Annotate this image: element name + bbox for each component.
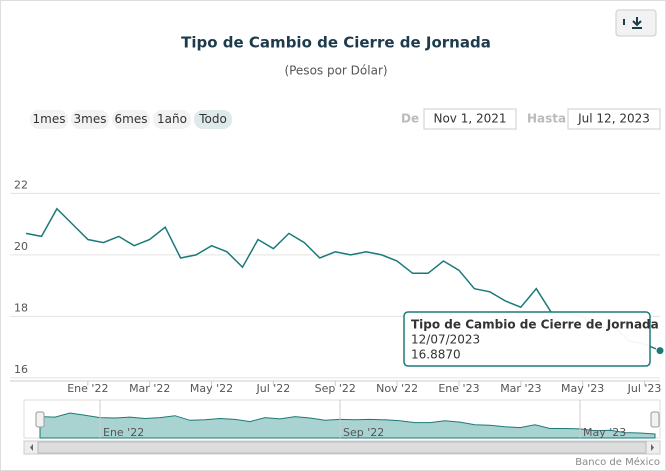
export-button[interactable] [615,9,657,37]
navigator-label: May '23 [583,426,626,439]
to-label: Hasta [527,112,566,126]
range-button[interactable] [153,110,191,129]
range-button-label[interactable]: 1año [157,112,187,126]
range-button-label[interactable]: 6mes [115,112,148,126]
range-button[interactable] [112,110,150,129]
x-tick-label: Mar '23 [500,382,541,395]
scroll-left[interactable] [30,444,33,451]
x-tick-label: Jul '22 [256,382,291,395]
range-button-label[interactable]: Todo [198,112,227,126]
to-value[interactable]: Jul 12, 2023 [577,112,650,126]
x-tick-label: Ene '22 [67,382,108,395]
credits: Banco de México [575,456,660,468]
range-button-label[interactable]: 1mes [33,112,66,126]
range-button[interactable] [194,110,232,129]
x-tick-label: Mar '22 [129,382,170,395]
from-label: De [401,112,419,126]
x-tick-label: Jul '23 [627,382,662,395]
x-tick-label: Sep '22 [315,382,356,395]
navigator-handle[interactable] [650,411,660,428]
chart-subtitle: (Pesos por Dólar) [284,64,387,78]
y-tick-label: 22 [14,178,28,191]
tooltip-box [403,311,651,367]
navigator-label: Sep '22 [343,426,384,439]
tooltip-date: 12/07/2023 [411,333,480,347]
to-input[interactable] [567,108,661,130]
x-tick-label: May '23 [561,382,604,395]
x-tick-label: Ene '23 [438,382,479,395]
scrollbar-thumb[interactable] [37,441,647,454]
x-tick-label: May '22 [190,382,233,395]
range-button[interactable] [30,110,68,129]
from-input[interactable] [423,108,517,130]
hover-point [655,346,665,356]
tooltip-value: 16.8870 [411,348,461,362]
navigator-area [39,412,656,439]
y-tick-label: 18 [14,301,28,314]
from-value[interactable]: Nov 1, 2021 [433,112,506,126]
range-button[interactable] [71,110,109,129]
scroll-right[interactable] [651,444,654,451]
navigator-handle[interactable] [35,411,45,428]
chart-title: Tipo de Cambio de Cierre de Jornada [181,34,491,52]
y-tick-label: 16 [14,363,28,376]
navigator-label: Ene '22 [103,426,144,439]
x-tick-label: Nov '22 [376,382,418,395]
range-button-label[interactable]: 3mes [74,112,107,126]
y-tick-label: 20 [14,240,28,253]
tooltip-title: Tipo de Cambio de Cierre de Jornada [411,318,659,332]
